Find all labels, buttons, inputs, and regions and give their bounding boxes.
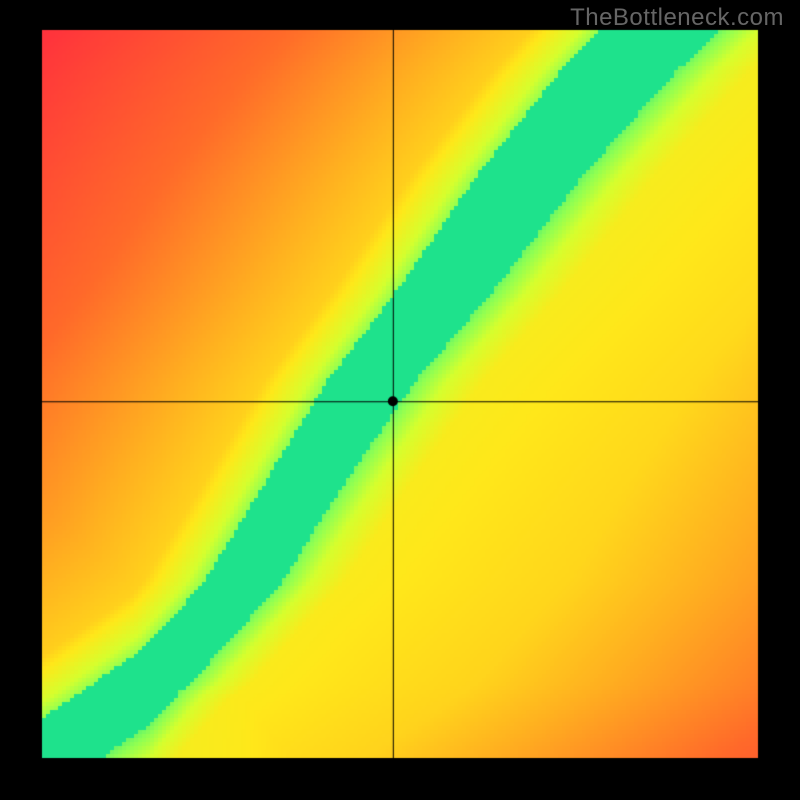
bottleneck-heatmap-canvas xyxy=(0,0,800,800)
watermark-text: TheBottleneck.com xyxy=(570,4,784,32)
chart-frame: TheBottleneck.com xyxy=(0,0,800,800)
